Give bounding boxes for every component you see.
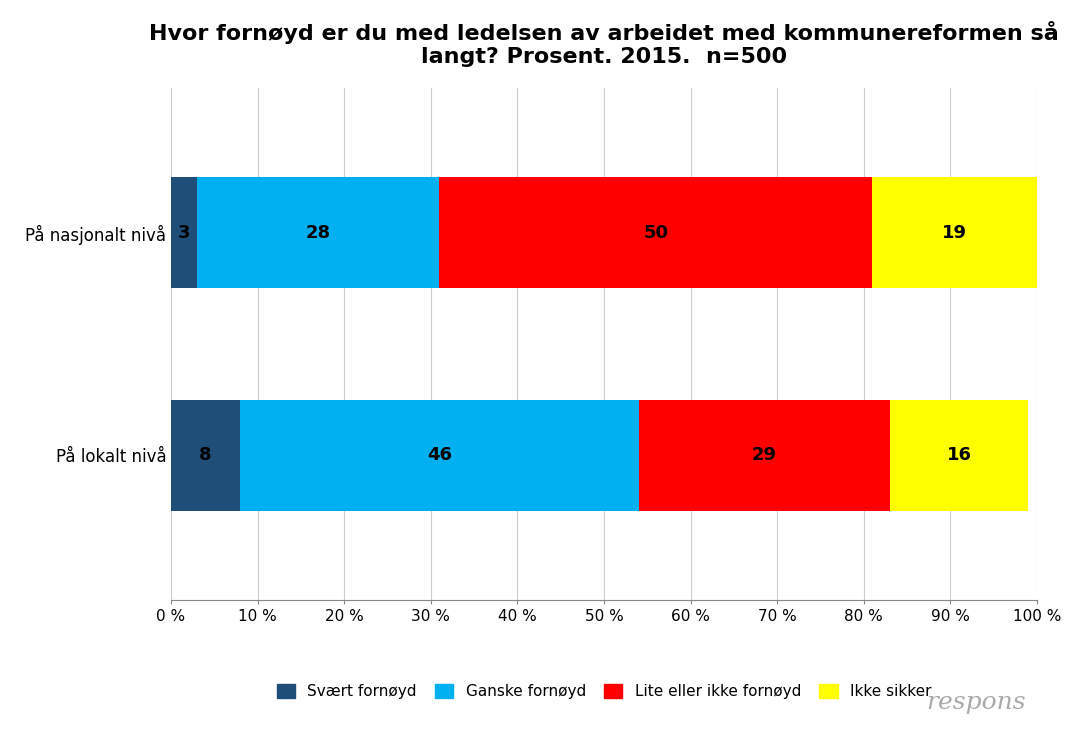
- Bar: [872, 177, 1037, 288]
- Bar: [171, 177, 197, 288]
- Bar: [889, 400, 1028, 511]
- Text: 29: 29: [752, 447, 777, 464]
- Text: 3: 3: [177, 224, 190, 242]
- Bar: [197, 177, 439, 288]
- Text: 19: 19: [942, 224, 967, 242]
- Title: Hvor fornøyd er du med ledelsen av arbeidet med kommunereformen så
langt? Prosen: Hvor fornøyd er du med ledelsen av arbei…: [149, 20, 1059, 67]
- Bar: [171, 400, 241, 511]
- Legend: Svært fornøyd, Ganske fornøyd, Lite eller ikke fornøyd, Ikke sikker: Svært fornøyd, Ganske fornøyd, Lite elle…: [270, 678, 938, 706]
- Text: 28: 28: [306, 224, 330, 242]
- Text: 46: 46: [427, 447, 452, 464]
- Bar: [638, 400, 889, 511]
- Text: 16: 16: [946, 447, 972, 464]
- Text: 50: 50: [644, 224, 668, 242]
- Bar: [439, 177, 872, 288]
- Text: 8: 8: [199, 447, 212, 464]
- Text: respons: respons: [927, 691, 1026, 714]
- Bar: [241, 400, 638, 511]
